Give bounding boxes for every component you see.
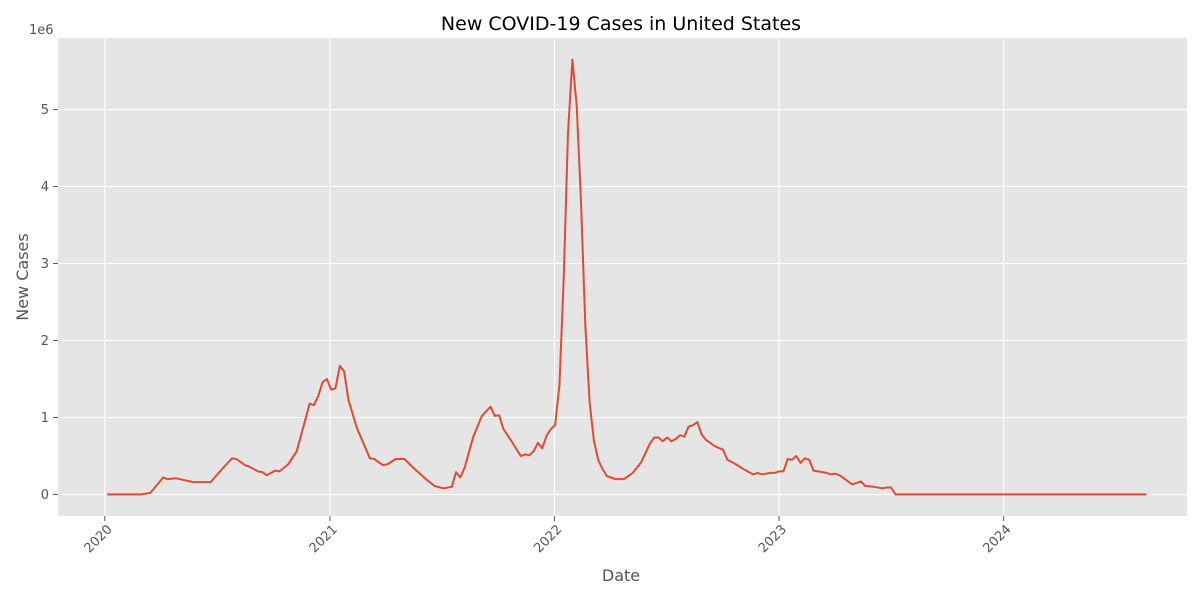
y-axis-ticks: 0 1 2 3 4 5: [41, 103, 58, 503]
y-tick-label: 1: [41, 411, 49, 426]
y-tick-label: 5: [41, 103, 49, 118]
series-line: [107, 58, 1147, 496]
y-scale-offset-label: 1e6: [29, 23, 54, 38]
x-axis-label: Date: [602, 566, 640, 585]
y-tick-label: 3: [41, 257, 49, 272]
y-tick-label: 4: [41, 180, 49, 195]
chart-title: New COVID-19 Cases in United States: [441, 13, 801, 35]
vertical-gridlines: [104, 38, 1005, 516]
y-tick-label: 0: [41, 488, 49, 503]
horizontal-gridlines: [58, 109, 1187, 495]
y-axis-label: New Cases: [13, 233, 32, 320]
plot-area: [58, 38, 1187, 516]
y-tick-label: 2: [41, 334, 49, 349]
